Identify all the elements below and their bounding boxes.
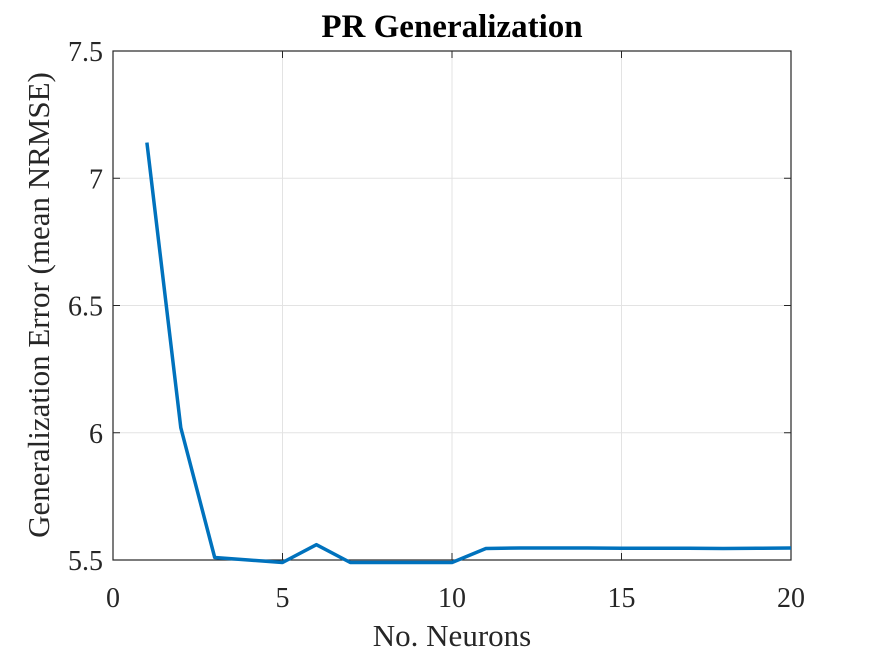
x-tick-label: 5 <box>276 583 290 614</box>
series-group <box>145 142 792 565</box>
x-axis-label: No. Neurons <box>373 618 531 653</box>
series-line <box>145 142 792 565</box>
y-tick-label: 7.5 <box>68 37 103 68</box>
plot-frame <box>112 50 792 561</box>
x-tick-label: 0 <box>106 583 120 614</box>
x-tick-label: 20 <box>777 583 805 614</box>
axes <box>112 50 792 561</box>
tick-labels: 0 5 10 15 20 5.5 6 6.5 7 7.5 <box>68 37 805 614</box>
x-tick-label: 10 <box>438 583 466 614</box>
y-axis-label: Generalization Error (mean NRMSE) <box>21 72 56 538</box>
chart-title: PR Generalization <box>321 9 582 45</box>
y-tick-label: 5.5 <box>68 546 103 577</box>
y-tick-label: 6 <box>89 419 103 450</box>
y-tick-label: 6.5 <box>68 292 103 323</box>
y-tick-label: 7 <box>89 164 103 195</box>
x-tick-label: 15 <box>608 583 636 614</box>
